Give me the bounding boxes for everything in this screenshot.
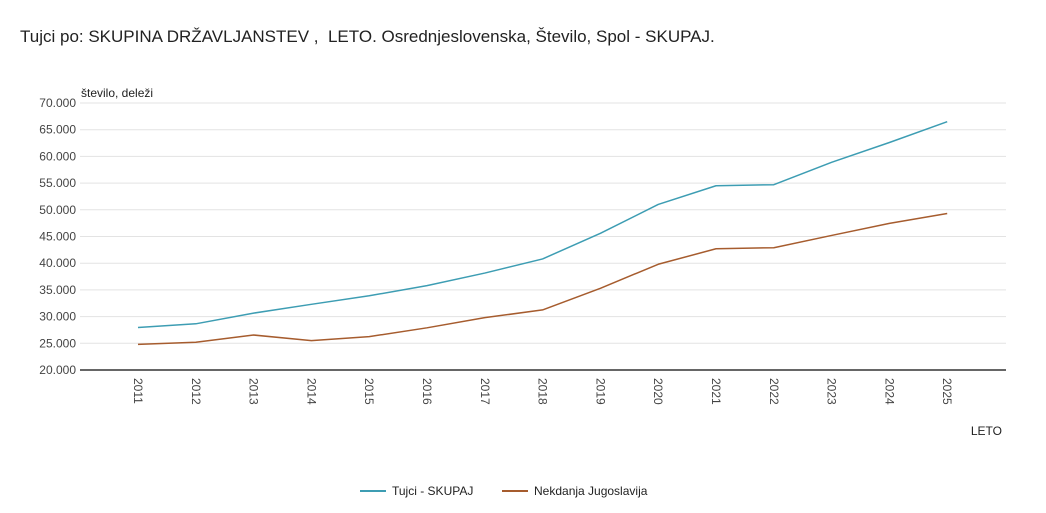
x-tick-label: 2023 bbox=[825, 378, 839, 405]
x-axis-label: LETO bbox=[971, 424, 1002, 438]
x-tick-label: 2022 bbox=[767, 378, 781, 405]
x-tick-label: 2021 bbox=[709, 378, 723, 405]
x-tick-label: 2024 bbox=[882, 378, 896, 405]
series-line-nekdanja-jugoslavija bbox=[137, 212, 948, 346]
series-lines bbox=[137, 120, 948, 346]
y-tick-label: 20.000 bbox=[39, 363, 76, 377]
x-tick-label: 2025 bbox=[940, 378, 954, 405]
y-tick-label: 40.000 bbox=[39, 256, 76, 270]
y-tick-label: 70.000 bbox=[39, 96, 76, 110]
x-tick-label: 2013 bbox=[247, 378, 261, 405]
gridlines bbox=[80, 102, 1006, 344]
x-axis-ticks: 2011 2012 2013 2014 2015 2016 2017 2018 2019 2020… bbox=[131, 378, 954, 405]
x-tick-label: 2011 bbox=[131, 378, 145, 404]
y-tick-label: 50.000 bbox=[39, 203, 76, 217]
y-tick-label: 25.000 bbox=[39, 336, 76, 350]
y-tick-label: 35.000 bbox=[39, 283, 76, 297]
y-tick-label: 65.000 bbox=[39, 123, 76, 137]
x-tick-label: 2012 bbox=[189, 378, 203, 405]
x-tick-label: 2015 bbox=[362, 378, 376, 405]
legend: Tujci - SKUPAJ Nekdanja Jugoslavija bbox=[360, 484, 648, 498]
y-axis-ticks: 20.000 25.000 30.000 35.000 40.000 45.000 50.0… bbox=[39, 96, 76, 377]
x-tick-label: 2019 bbox=[593, 378, 607, 405]
chart-title: Tujci po: SKUPINA DRŽAVLJANSTEV , LETO. … bbox=[20, 27, 715, 46]
x-tick-label: 2016 bbox=[420, 378, 434, 405]
x-tick-label: 2018 bbox=[536, 378, 550, 405]
x-tick-label: 2014 bbox=[304, 378, 318, 405]
x-tick-label: 2017 bbox=[478, 378, 492, 405]
y-tick-label: 30.000 bbox=[39, 310, 76, 324]
y-tick-label: 55.000 bbox=[39, 176, 76, 190]
x-tick-label: 2020 bbox=[651, 378, 665, 405]
legend-label: Tujci - SKUPAJ bbox=[392, 484, 473, 498]
y-tick-label: 60.000 bbox=[39, 149, 76, 163]
legend-label: Nekdanja Jugoslavija bbox=[534, 484, 648, 498]
y-axis-label: število, deleži bbox=[81, 86, 153, 100]
legend-item[interactable]: Nekdanja Jugoslavija bbox=[502, 484, 648, 498]
legend-item[interactable]: Tujci - SKUPAJ bbox=[360, 484, 473, 498]
y-tick-label: 45.000 bbox=[39, 230, 76, 244]
series-line-tujci-skupaj bbox=[137, 120, 948, 329]
